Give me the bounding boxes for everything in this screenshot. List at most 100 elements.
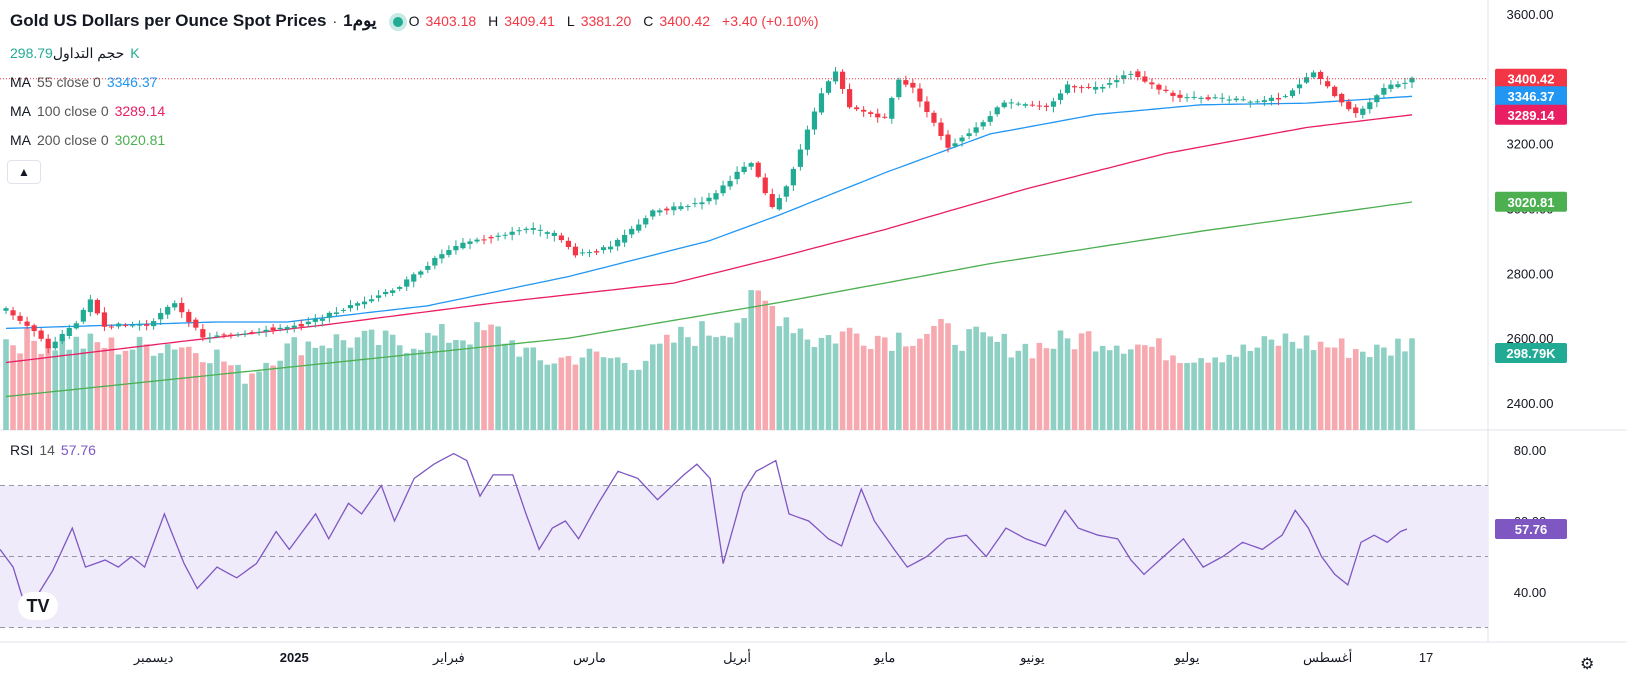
volume-bar — [488, 324, 494, 430]
ma55-badge: 3346.37 — [1508, 89, 1555, 104]
volume-bar — [692, 345, 698, 430]
candle-body — [861, 109, 867, 112]
candle-body — [73, 323, 79, 329]
volume-bar — [917, 338, 923, 430]
candle-body — [1071, 86, 1078, 88]
rsi-legend[interactable]: RSI 14 57.76 — [10, 441, 102, 459]
volume-bar — [1254, 347, 1261, 430]
candle-body — [38, 330, 44, 339]
candle-body — [1402, 82, 1408, 84]
candle-body — [1261, 100, 1267, 103]
candle-body — [1374, 95, 1380, 103]
volume-bar — [896, 332, 902, 430]
candle-body — [804, 129, 811, 150]
ma55-legend[interactable]: MA 55 close 0 3346.37 — [10, 73, 163, 91]
ma100-legend[interactable]: MA 100 close 0 3289.14 — [10, 102, 171, 120]
candle-body — [411, 274, 417, 282]
candle-body — [987, 116, 993, 122]
volume-bar — [73, 336, 80, 430]
volume-bar — [375, 344, 382, 430]
candle-body — [797, 149, 803, 167]
volume-bar — [846, 327, 853, 430]
ma55-legend-params: 55 close 0 — [37, 74, 101, 90]
candle-body — [228, 334, 234, 336]
volume-bar — [1303, 335, 1310, 430]
volume-bar — [1247, 350, 1254, 430]
volume-bar — [31, 340, 37, 430]
volume-bar — [200, 362, 206, 430]
candle-body — [664, 208, 670, 211]
candle-body — [214, 335, 220, 337]
candle-body — [1191, 96, 1197, 98]
candle-body — [825, 81, 832, 93]
candle-body — [699, 202, 705, 205]
candle-body — [418, 271, 424, 275]
candle-body — [889, 97, 895, 119]
candle-body — [249, 332, 255, 334]
candle-body — [854, 107, 860, 110]
volume-bar — [1317, 341, 1324, 430]
candle-body — [94, 300, 100, 314]
candle-body — [1128, 73, 1134, 75]
volume-bar — [656, 343, 663, 430]
rsi-tick-label: 40.00 — [1514, 585, 1547, 600]
volume-bar — [572, 364, 579, 430]
volume-bar — [516, 356, 522, 430]
volume-bar — [256, 371, 262, 430]
rsi-legend-params: 14 — [39, 442, 55, 458]
candle-body — [1015, 103, 1021, 105]
candle-body — [446, 250, 452, 255]
candle-body — [741, 166, 747, 173]
candle-body — [509, 231, 515, 235]
rsi-badge: 57.76 — [1515, 522, 1548, 537]
ma200-legend[interactable]: MA 200 close 0 3020.81 — [10, 131, 171, 149]
gear-icon[interactable]: ⚙ — [1580, 656, 1595, 673]
volume-bar — [59, 338, 66, 430]
volume-bar — [52, 350, 59, 430]
volume-bar — [333, 334, 340, 430]
candle-body — [615, 239, 621, 247]
candle-body — [622, 234, 628, 243]
tradingview-logo[interactable]: TV — [18, 592, 58, 620]
volume-bar — [1008, 357, 1015, 430]
volume-bar — [1409, 338, 1415, 430]
candle-body — [404, 279, 410, 287]
candle-body — [839, 71, 846, 89]
price-tick-label: 3600.00 — [1507, 7, 1554, 22]
candle-body — [678, 206, 684, 210]
candle-body — [361, 301, 368, 305]
volume-bar — [1240, 344, 1247, 430]
ma55-line — [5, 95, 1413, 330]
candle-body — [347, 305, 354, 309]
volume-bar — [523, 347, 530, 430]
volume-bar — [1275, 345, 1282, 430]
volume-bar — [474, 322, 480, 430]
volume-bar — [467, 344, 473, 430]
candle-body — [572, 246, 579, 256]
symbol-title[interactable]: Gold US Dollars per Ounce Spot Prices — [10, 11, 327, 30]
volume-bar — [544, 364, 551, 430]
volume-bar — [235, 364, 241, 430]
volume-bar — [586, 348, 593, 430]
volume-bar — [1205, 362, 1211, 430]
candle-body — [319, 318, 325, 321]
candle-body — [488, 236, 494, 239]
price-tick-label: 3200.00 — [1507, 137, 1554, 152]
ma100-line — [5, 114, 1413, 364]
interval-label[interactable]: 1يوم — [343, 11, 377, 30]
ma200-legend-value: 3020.81 — [114, 132, 166, 148]
volume-bar — [1149, 346, 1155, 430]
volume-bar — [1071, 349, 1078, 430]
volume-bar — [755, 290, 762, 430]
volume-bar — [45, 344, 51, 430]
candle-body — [1086, 86, 1092, 88]
candle-body — [432, 257, 438, 266]
volume-bar — [361, 330, 368, 430]
volume-legend[interactable]: حجم التداول298.79K — [10, 44, 146, 62]
candle-body — [551, 232, 557, 236]
candle-body — [868, 112, 874, 114]
candle-body — [45, 338, 51, 349]
collapse-legend-button[interactable]: ▲ — [7, 160, 41, 184]
candle-body — [1233, 98, 1239, 101]
